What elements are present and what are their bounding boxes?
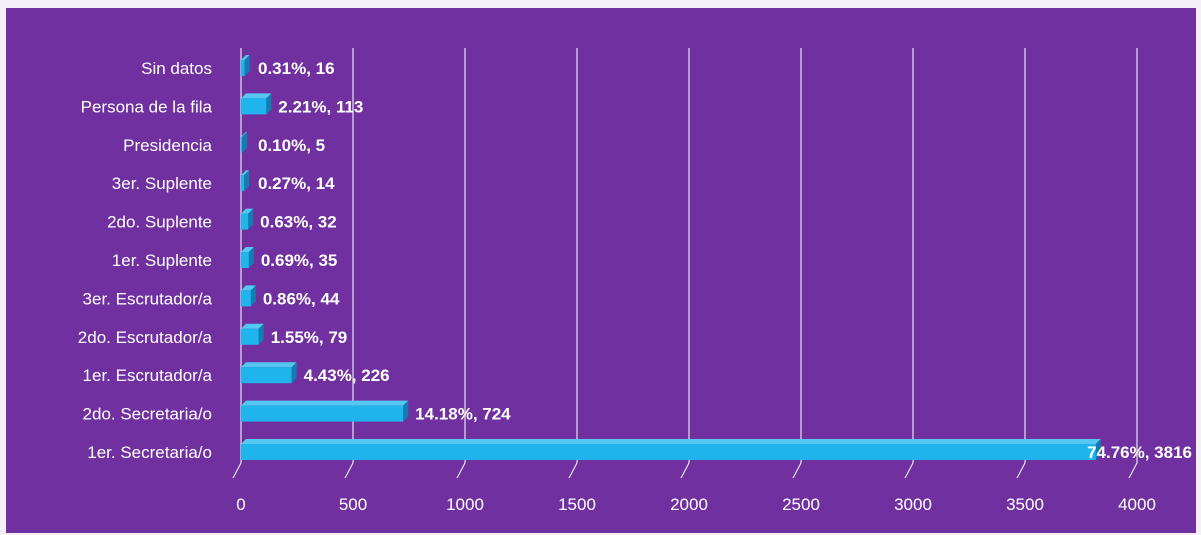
bar	[241, 405, 404, 422]
bar-top	[241, 247, 254, 252]
bar-top	[241, 323, 264, 329]
x-tick-label: 1000	[446, 495, 484, 514]
data-label: 0.63%, 32	[260, 213, 337, 232]
category-label: 1er. Suplente	[112, 251, 212, 270]
data-label: 2.21%, 113	[278, 97, 363, 116]
gridline-floor	[1016, 462, 1026, 479]
category-label: 2do. Suplente	[107, 213, 212, 232]
category-label: Presidencia	[123, 136, 212, 155]
data-label: 0.69%, 35	[261, 251, 338, 270]
bar-side	[266, 93, 272, 115]
category-label: 2do. Escrutador/a	[78, 328, 213, 347]
gridline-floor	[456, 462, 466, 479]
bar	[241, 252, 249, 268]
bar	[241, 367, 292, 384]
bar	[241, 328, 259, 345]
x-tick-label: 3000	[894, 495, 932, 514]
bar	[241, 444, 1096, 460]
bar-side	[242, 131, 248, 153]
bar	[241, 60, 245, 76]
gridlines	[232, 48, 1138, 479]
category-label: 3er. Suplente	[112, 174, 212, 193]
x-tick-label: 1500	[558, 495, 596, 514]
category-labels: 1er. Secretaria/o 2do. Secretaria/o 1er. E…	[78, 59, 213, 462]
bar-side	[403, 400, 409, 422]
bar-top	[241, 285, 256, 291]
bar-top	[241, 208, 254, 214]
x-tick-label: 3500	[1006, 495, 1044, 514]
bar-side	[248, 247, 254, 268]
category-label: Persona de la fila	[81, 97, 213, 116]
bar	[241, 290, 251, 307]
bar	[241, 213, 249, 230]
category-label: 1er. Escrutador/a	[83, 366, 213, 385]
data-label: 0.31%, 16	[258, 59, 335, 78]
x-tick-label: 500	[339, 495, 367, 514]
bars	[241, 55, 1101, 460]
gridline-floor	[344, 462, 354, 479]
data-label: 0.27%, 14	[258, 174, 335, 193]
bar-top	[241, 400, 409, 406]
bar-top	[241, 131, 248, 137]
data-label: 0.86%, 44	[263, 289, 340, 308]
data-label: 1.55%, 79	[271, 328, 348, 347]
bar-side	[244, 55, 250, 76]
bar-chart: 1er. Secretaria/o 2do. Secretaria/o 1er. E…	[78, 48, 1192, 514]
bar	[241, 136, 243, 153]
data-label: 0.10%, 5	[258, 136, 325, 155]
bar-side	[1095, 439, 1101, 460]
x-tick-label: 2000	[670, 495, 708, 514]
bar-side	[244, 170, 250, 192]
data-label: 4.43%, 226	[304, 366, 390, 385]
gridline-floor	[680, 462, 690, 479]
bar-top	[241, 93, 272, 99]
category-label: Sin datos	[141, 59, 212, 78]
x-tick-label: 0	[236, 495, 245, 514]
bar-side	[291, 362, 297, 384]
bar-side	[250, 285, 256, 307]
bar-top	[241, 439, 1101, 444]
data-label: 14.18%, 724	[415, 405, 511, 424]
category-label: 1er. Secretaria/o	[87, 443, 212, 462]
bar-top	[241, 362, 297, 368]
category-label: 3er. Escrutador/a	[83, 289, 213, 308]
gridline-floor	[232, 462, 242, 479]
chart-area: 1er. Secretaria/o 2do. Secretaria/o 1er. E…	[6, 8, 1196, 533]
x-tick-label: 4000	[1118, 495, 1156, 514]
gridline-floor	[904, 462, 914, 479]
bar	[241, 98, 267, 115]
gridline-floor	[1128, 462, 1138, 479]
bar-top	[241, 55, 250, 60]
data-labels: 74.76%, 3816 14.18%, 724 4.43%, 226 1.55%, …	[258, 59, 1192, 462]
gridline-floor	[792, 462, 802, 479]
x-axis-ticks: 0 500 1000 1500 2000 2500 3000 3500 4000	[236, 495, 1156, 514]
data-label: 74.76%, 3816	[1087, 443, 1192, 462]
bar-side	[258, 323, 264, 345]
gridline-floor	[568, 462, 578, 479]
bar-top	[241, 170, 250, 176]
x-tick-label: 2500	[782, 495, 820, 514]
category-label: 2do. Secretaria/o	[83, 405, 212, 424]
bar	[241, 175, 245, 192]
bar-side	[248, 208, 254, 230]
